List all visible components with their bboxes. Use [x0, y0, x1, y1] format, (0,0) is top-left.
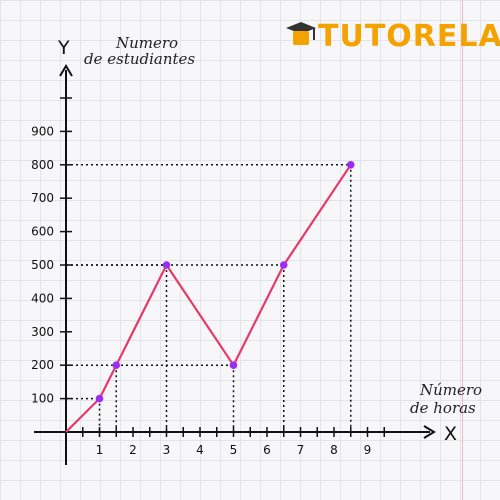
- data-point: [346, 161, 355, 169]
- series-line: [65, 164, 352, 433]
- x-axis-label-line2: de horas: [410, 399, 476, 417]
- x-tick-label: 3: [163, 443, 171, 457]
- guide-lines: [66, 164, 352, 432]
- y-tick-label: 200: [31, 358, 54, 372]
- y-axis-label-line2: de estudiantes: [84, 50, 195, 68]
- y-tick-label: 100: [31, 392, 54, 406]
- notebook-margin-line: [462, 0, 463, 500]
- x-tick-label: 4: [196, 443, 204, 457]
- y-tick-label: 400: [31, 291, 54, 305]
- data-point: [95, 394, 104, 403]
- x-tick-label: 8: [330, 443, 338, 457]
- x-axis-label-line1: Número: [419, 381, 482, 399]
- y-tick-label: 500: [31, 258, 54, 272]
- x-tick-label: 1: [96, 443, 104, 457]
- y-axis-arrow: [59, 64, 73, 77]
- x-axis-arrow: [423, 425, 436, 439]
- x-axis-letter: X: [444, 423, 457, 445]
- y-ticks: 100 200 300 400 500 600 700 800 900: [31, 97, 72, 406]
- data-point: [229, 361, 238, 370]
- x-tick-label: 6: [263, 443, 271, 457]
- tutorela-logo: TUTORELA: [284, 16, 500, 56]
- y-tick-label: 900: [31, 124, 54, 138]
- data-point: [112, 361, 121, 370]
- x-tick-label: 9: [364, 443, 372, 457]
- y-axis-letter: Y: [57, 37, 70, 59]
- data-point: [279, 261, 288, 269]
- brand-name: TUTORELA: [318, 18, 500, 54]
- graduation-cap-icon: [286, 22, 316, 45]
- y-axis-label-line1: Numero: [115, 34, 178, 52]
- y-tick-label: 600: [31, 225, 54, 239]
- y-tick-label: 700: [31, 191, 54, 205]
- y-tick-label: 800: [31, 158, 54, 172]
- x-tick-label: 5: [230, 443, 238, 457]
- x-tick-label: 2: [129, 443, 137, 457]
- data-point: [162, 261, 171, 269]
- y-tick-label: 300: [31, 325, 54, 339]
- data-points: [95, 161, 355, 403]
- x-tick-label: 7: [297, 443, 305, 457]
- series: [65, 164, 352, 433]
